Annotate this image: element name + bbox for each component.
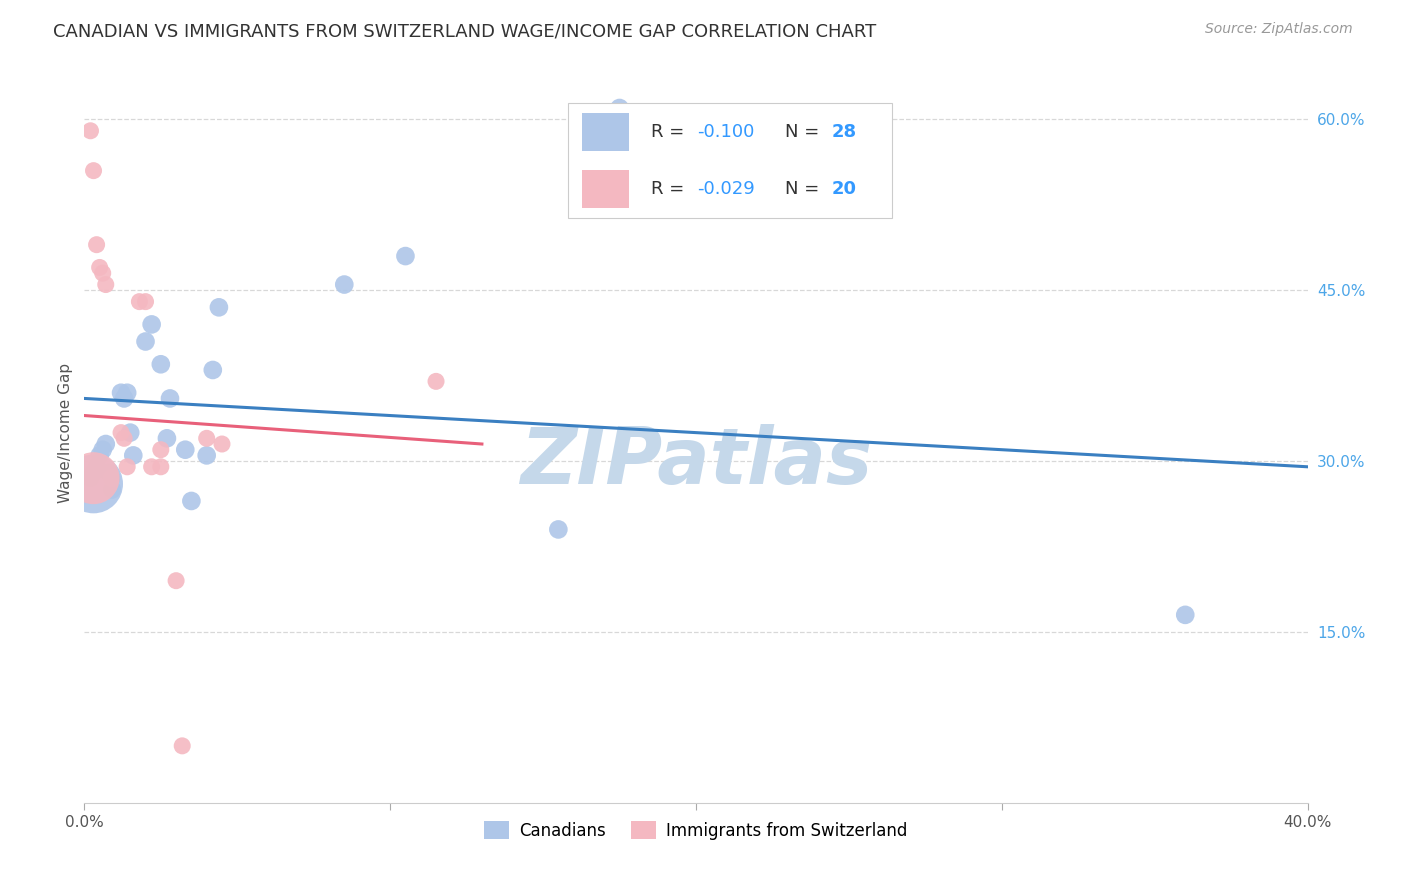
Point (425, 375, 447, 389)
FancyBboxPatch shape (568, 103, 891, 218)
Point (83, 466, 105, 480)
Point (141, 318, 163, 332)
Point (97, 466, 120, 480)
FancyBboxPatch shape (582, 170, 628, 209)
Point (609, 101, 631, 115)
Point (79, 124, 101, 138)
Point (120, 425, 142, 440)
Point (159, 392, 181, 406)
Point (79, 471, 101, 485)
Point (91, 266, 114, 280)
Point (172, 739, 194, 753)
Point (149, 459, 172, 474)
Point (89, 260, 111, 275)
Legend: Canadians, Immigrants from Switzerland: Canadians, Immigrants from Switzerland (478, 814, 914, 847)
Text: 20: 20 (832, 180, 856, 198)
Point (101, 471, 124, 485)
Text: R =: R = (651, 180, 690, 198)
Point (89, 449, 111, 463)
Point (86, 237, 108, 252)
Point (333, 277, 356, 292)
Text: N =: N = (786, 180, 825, 198)
Text: N =: N = (786, 123, 825, 141)
Text: -0.029: -0.029 (697, 180, 755, 198)
Text: 28: 28 (832, 123, 856, 141)
Point (211, 437, 233, 451)
Y-axis label: Wage/Income Gap: Wage/Income Gap (58, 362, 73, 503)
Point (208, 301, 231, 315)
Point (110, 425, 132, 440)
Point (112, 392, 135, 406)
Point (201, 363, 224, 377)
Point (195, 449, 218, 463)
Text: CANADIAN VS IMMIGRANTS FROM SWITZERLAND WAGE/INCOME GAP CORRELATION CHART: CANADIAN VS IMMIGRANTS FROM SWITZERLAND … (53, 22, 877, 40)
Point (141, 459, 163, 474)
Point (112, 431, 135, 445)
Point (394, 249, 416, 263)
FancyBboxPatch shape (582, 112, 628, 151)
Point (83, 471, 105, 485)
Point (94, 437, 117, 451)
Point (110, 385, 132, 400)
Point (156, 431, 179, 445)
Point (135, 294, 157, 309)
Point (91, 442, 114, 457)
Point (180, 494, 202, 508)
Point (149, 442, 172, 457)
Point (94, 277, 117, 292)
Point (83, 476, 105, 491)
Point (128, 294, 150, 309)
Point (1174, 607, 1197, 622)
Text: Source: ZipAtlas.com: Source: ZipAtlas.com (1205, 22, 1353, 37)
Point (115, 385, 138, 400)
Point (83, 163, 105, 178)
Point (174, 442, 197, 457)
Point (165, 574, 187, 588)
Point (101, 483, 124, 497)
Point (122, 449, 145, 463)
Point (547, 523, 569, 537)
Point (86, 459, 108, 474)
Point (135, 334, 157, 349)
Text: ZIPatlas: ZIPatlas (520, 425, 872, 500)
Point (195, 431, 218, 445)
Point (115, 459, 138, 474)
Point (149, 357, 172, 371)
Text: -0.100: -0.100 (697, 123, 755, 141)
Text: R =: R = (651, 123, 690, 141)
